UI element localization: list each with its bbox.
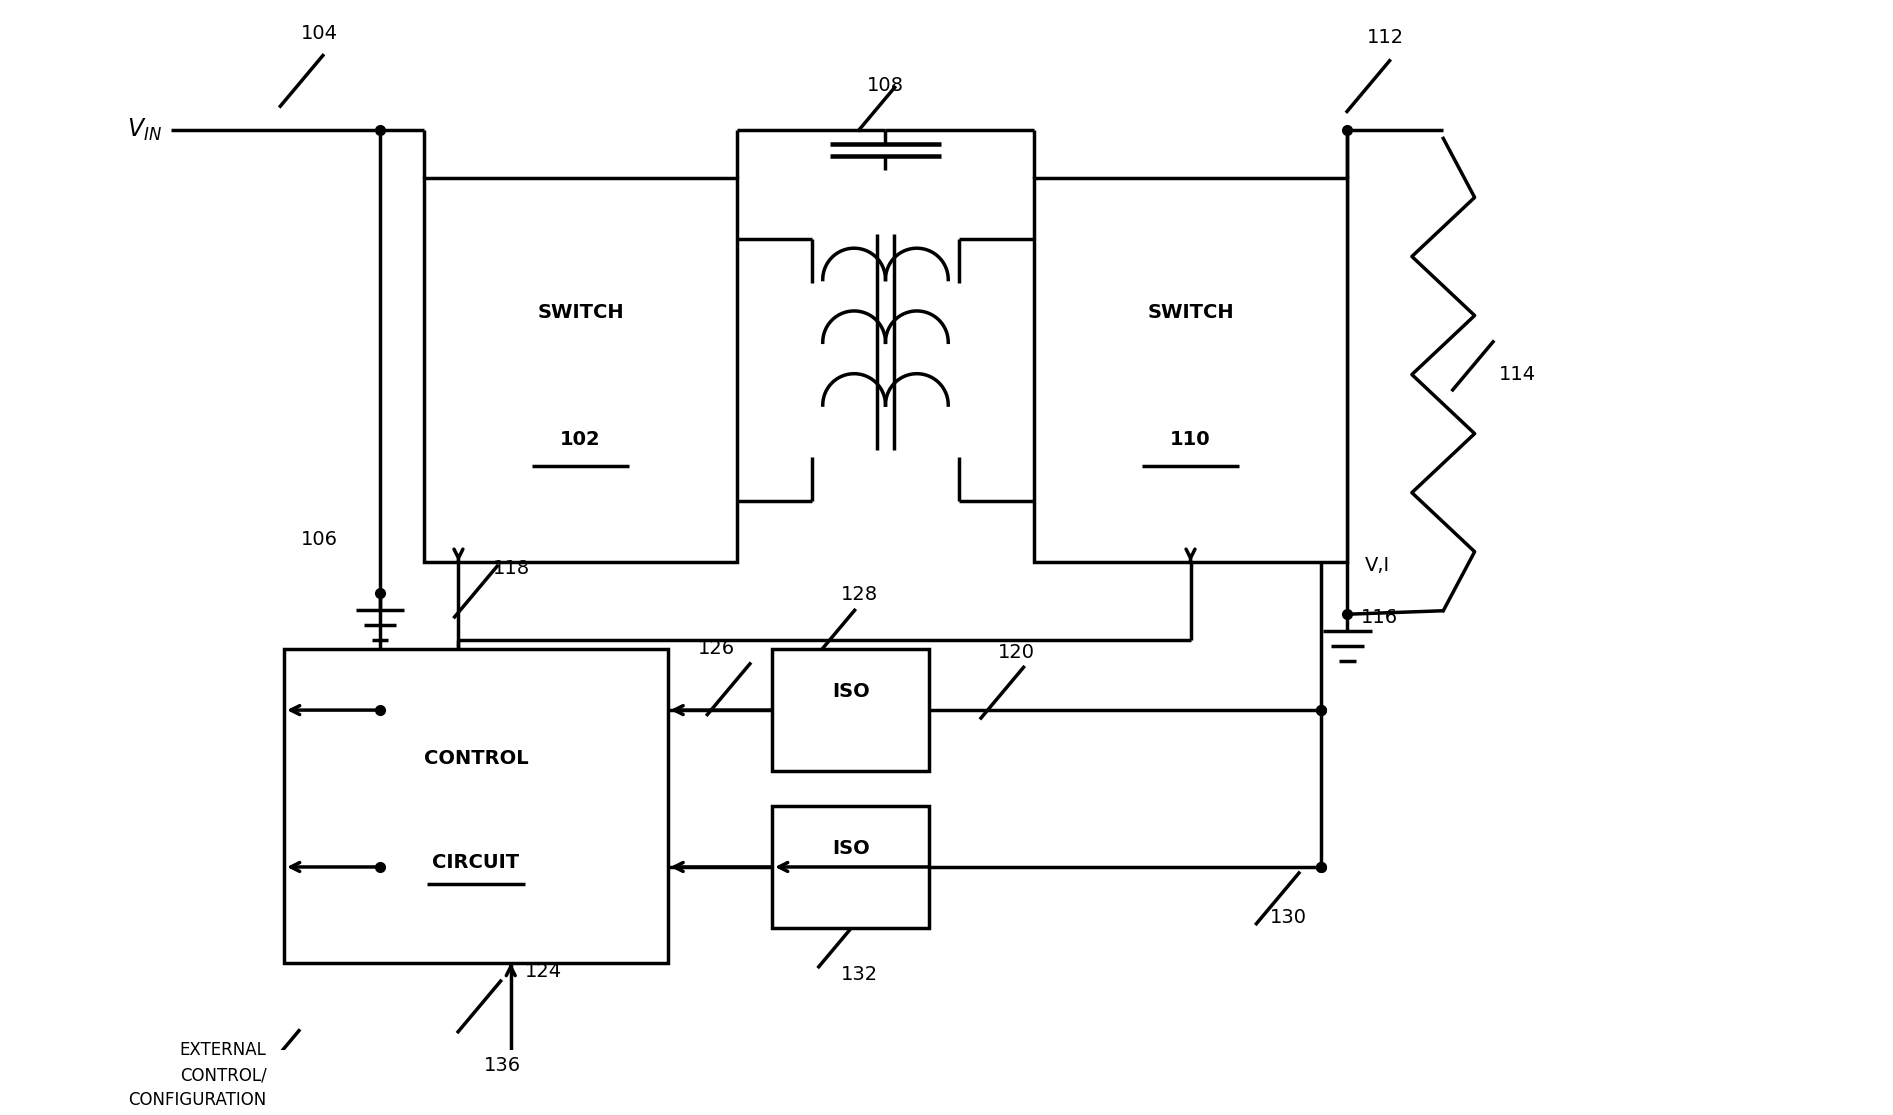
Text: 108: 108 [867,76,905,95]
Text: ISO: ISO [831,840,869,859]
Bar [772,649,929,772]
Text: 136: 136 [483,1056,521,1075]
Bar [424,178,738,562]
Text: 110: 110 [1170,429,1212,448]
Text: 106: 106 [301,530,337,549]
Text: 126: 126 [699,639,734,658]
Text: EXTERNAL
CONTROL/
CONFIGURATION: EXTERNAL CONTROL/ CONFIGURATION [129,1041,267,1109]
Text: 112: 112 [1367,28,1405,47]
Text: CIRCUIT: CIRCUIT [432,853,519,872]
Bar [772,806,929,928]
Text: 114: 114 [1499,365,1535,384]
Bar [284,649,668,963]
Text: 124: 124 [524,962,562,981]
Text: ISO: ISO [831,682,869,701]
Text: 118: 118 [494,559,530,579]
Text: 130: 130 [1270,908,1308,927]
Text: SWITCH: SWITCH [538,303,625,322]
Text: 132: 132 [840,966,878,985]
Text: 128: 128 [840,585,878,604]
Text: 120: 120 [998,643,1035,662]
Text: $V_{IN}$: $V_{IN}$ [127,117,163,143]
Text: 102: 102 [560,429,600,448]
Text: SWITCH: SWITCH [1147,303,1234,322]
Bar [1034,178,1348,562]
Text: V,I: V,I [1365,555,1389,574]
Text: 104: 104 [301,25,337,43]
Text: 116: 116 [1361,608,1399,627]
Text: CONTROL: CONTROL [424,749,528,768]
